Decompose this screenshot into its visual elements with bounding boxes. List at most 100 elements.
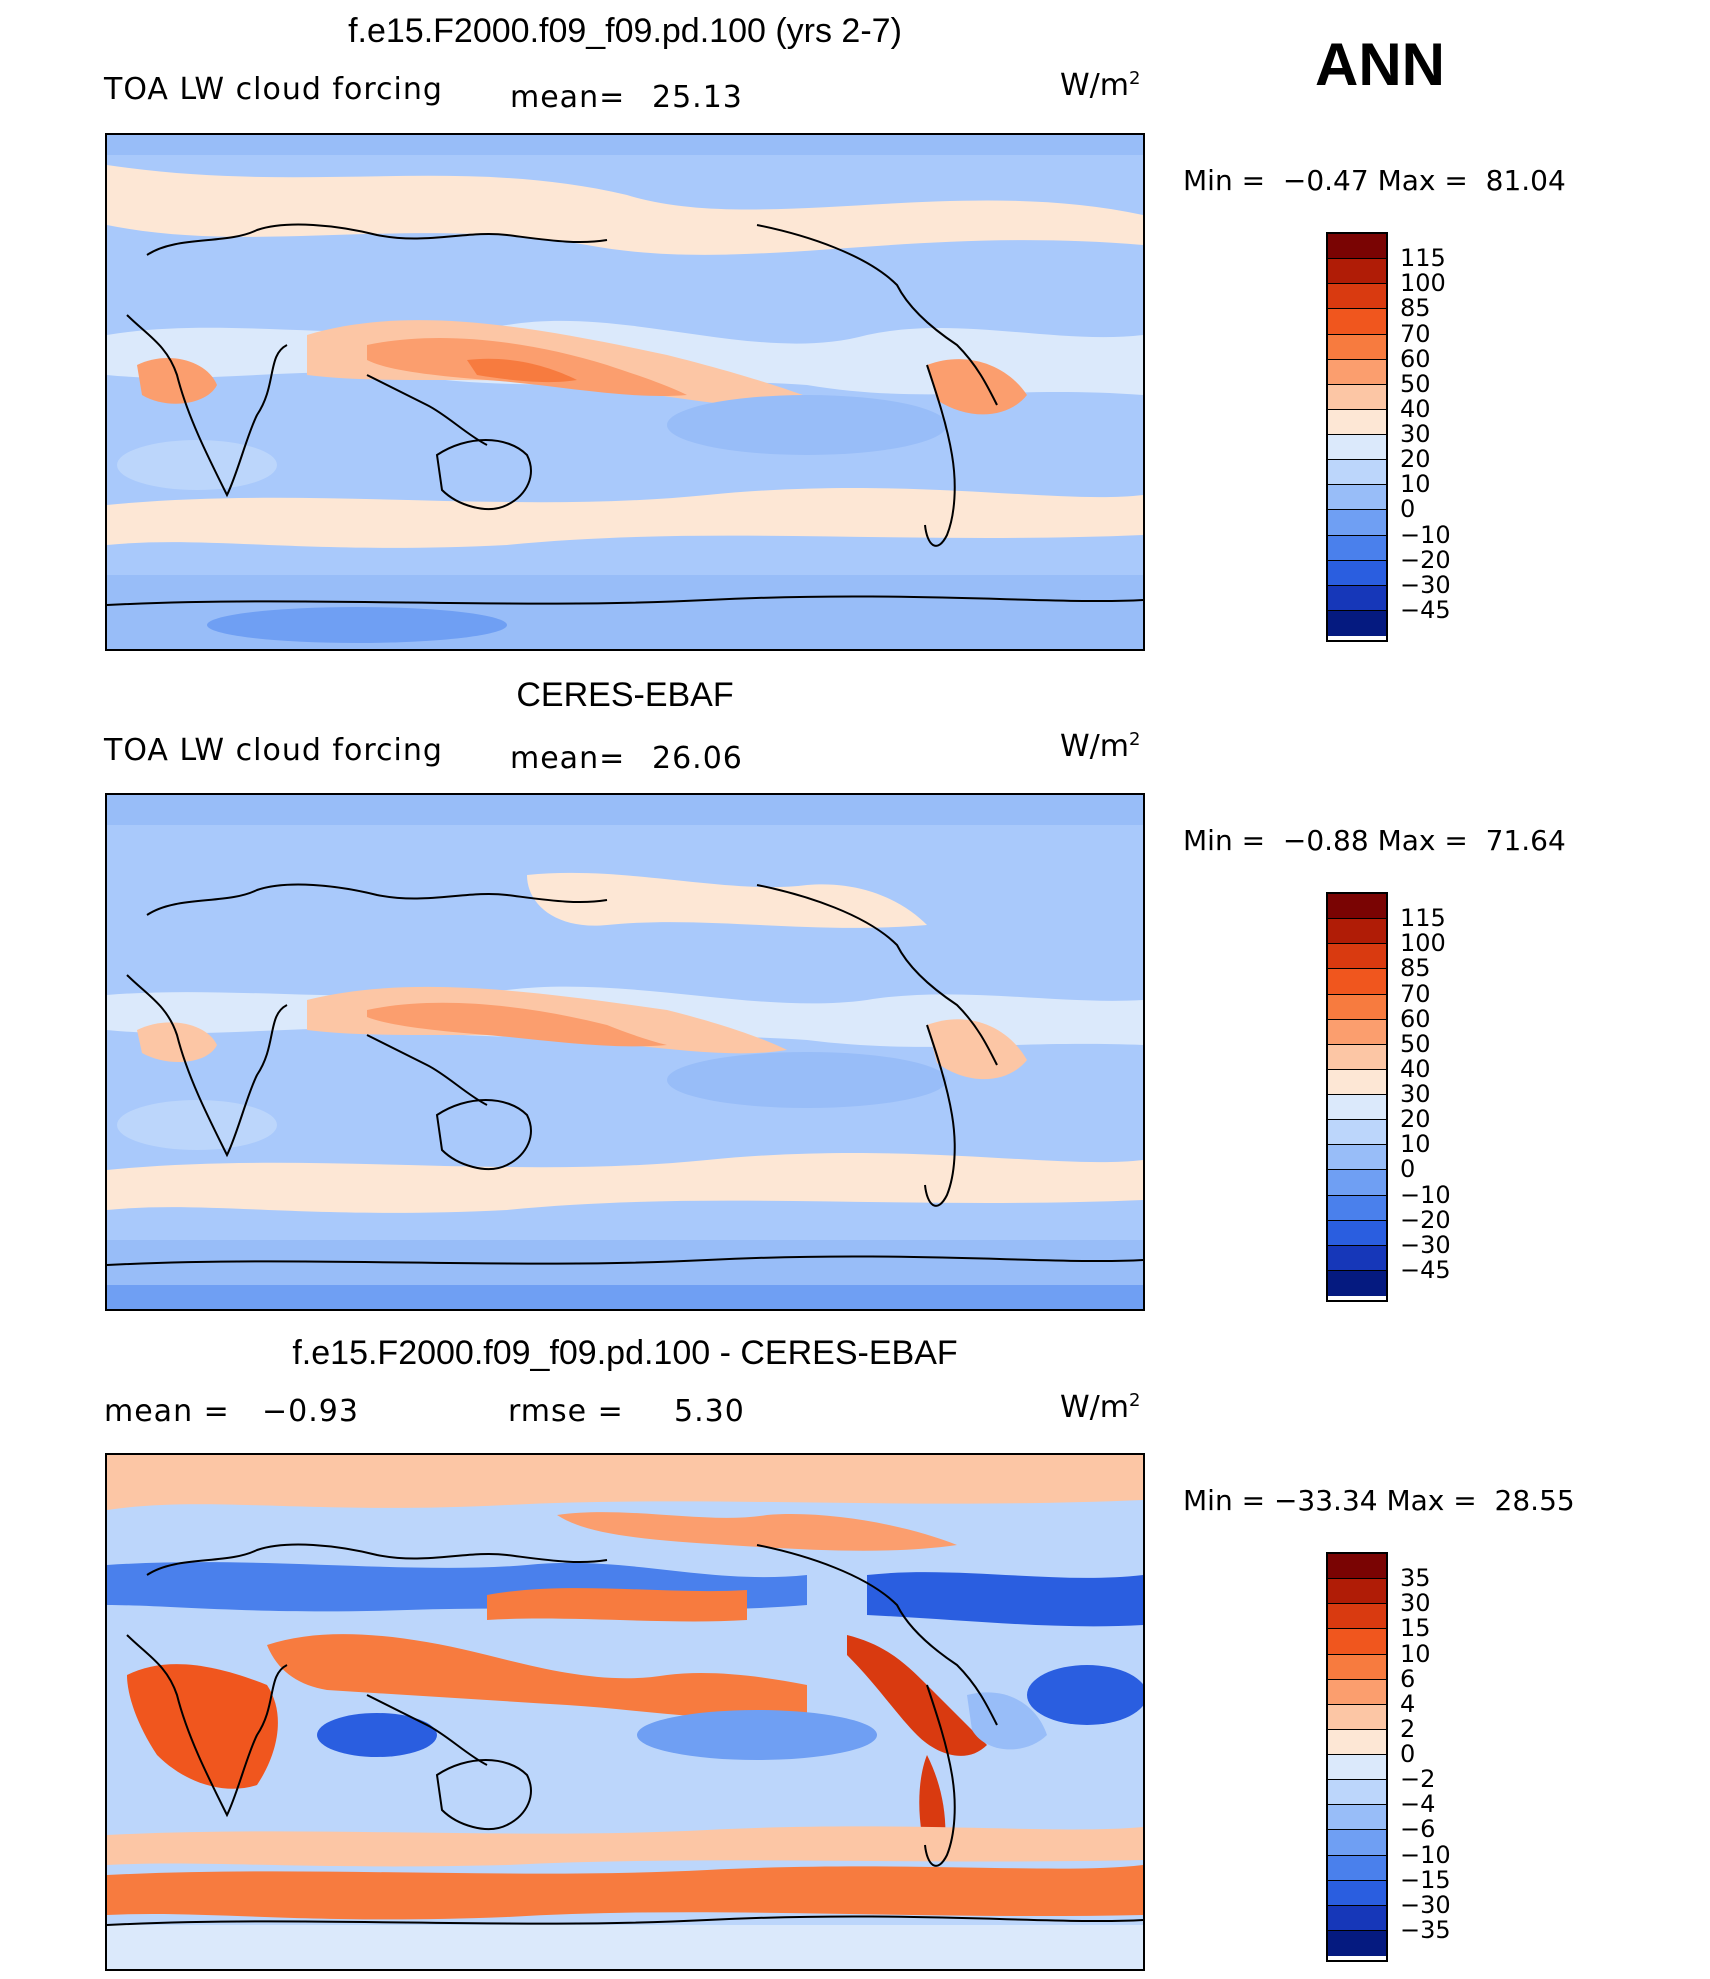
colorbar-swatch <box>1328 284 1386 310</box>
colorbar-swatch <box>1328 1805 1386 1831</box>
colorbar-tick-label: 10 <box>1400 470 1431 499</box>
colorbar-swatch <box>1328 1604 1386 1630</box>
colorbar-tick-label: 4 <box>1400 1689 1416 1718</box>
colorbar-tick-label: −2 <box>1400 1765 1436 1794</box>
colorbar-tick-label: −6 <box>1400 1815 1436 1844</box>
colorbar-swatch <box>1328 1654 1386 1680</box>
colorbar-swatch <box>1328 384 1386 410</box>
colorbar-swatch <box>1328 944 1386 970</box>
colorbar-tick-label: 85 <box>1400 954 1431 983</box>
map-model <box>105 133 1145 651</box>
colorbar-tick-label: 6 <box>1400 1664 1416 1693</box>
map-observation <box>105 793 1145 1311</box>
colorbar-tick-label: 85 <box>1400 294 1431 323</box>
panel-title: f.e15.F2000.f09_f09.pd.100 - CERES-EBAF <box>292 1334 958 1372</box>
colorbar-swatch <box>1328 1270 1386 1296</box>
units-label: W/m2 <box>1060 68 1141 103</box>
colorbar-swatch <box>1328 1679 1386 1705</box>
mean-label: mean= <box>510 741 626 776</box>
colorbar-swatch <box>1328 334 1386 360</box>
colorbar-tick-label: 40 <box>1400 394 1431 423</box>
mean-value: 26.06 <box>652 741 743 776</box>
colorbar-swatch <box>1328 1170 1386 1196</box>
colorbar-tick-label: −15 <box>1400 1865 1451 1894</box>
colorbar-tick-label: 115 <box>1400 244 1446 273</box>
colorbar-tick-label: 35 <box>1400 1564 1431 1593</box>
colorbar-tick-label: 10 <box>1400 1130 1431 1159</box>
colorbar-tick-label: 50 <box>1400 369 1431 398</box>
colorbar-swatch <box>1328 969 1386 995</box>
mean-label: mean= <box>510 80 626 115</box>
colorbar-tick-label: 60 <box>1400 1004 1431 1033</box>
colorbar-swatch <box>1328 1245 1386 1271</box>
colorbar-swatch <box>1328 585 1386 611</box>
colorbar-swatch <box>1328 1830 1386 1856</box>
colorbar-swatch <box>1328 1629 1386 1655</box>
colorbar-tick-label: −45 <box>1400 595 1451 624</box>
colorbar-tick-label: −30 <box>1400 1890 1451 1919</box>
colorbar-swatch <box>1328 1855 1386 1881</box>
contour-map <box>107 1455 1143 1969</box>
colorbar-swatch <box>1328 1729 1386 1755</box>
colorbar-swatch <box>1328 1069 1386 1095</box>
colorbar-swatch <box>1328 535 1386 561</box>
colorbar-tick-label: −10 <box>1400 1180 1451 1209</box>
colorbar-tick-label: −10 <box>1400 520 1451 549</box>
colorbar-tick-label: −4 <box>1400 1790 1436 1819</box>
colorbar-swatch <box>1328 1780 1386 1806</box>
colorbar-tick-label: −20 <box>1400 545 1451 574</box>
map-difference <box>105 1453 1145 1971</box>
colorbar-swatch <box>1328 610 1386 636</box>
colorbar-swatch <box>1328 1195 1386 1221</box>
colorbar-swatch <box>1328 560 1386 586</box>
colorbar-swatch <box>1328 1930 1386 1956</box>
colorbar-tick-label: 30 <box>1400 420 1431 448</box>
colorbar-tick-label: −20 <box>1400 1205 1451 1234</box>
colorbar-swatch <box>1328 234 1386 260</box>
min-max-readout: Min = −33.34 Max = 28.55 <box>1183 1484 1575 1517</box>
colorbar-tick-label: −45 <box>1400 1255 1451 1284</box>
mean-label: mean = <box>104 1394 230 1429</box>
colorbar-tick-label: 70 <box>1400 979 1431 1008</box>
rmse-label: rmse = <box>508 1394 624 1429</box>
panel-title: f.e15.F2000.f09_f09.pd.100 (yrs 2-7) <box>348 12 902 50</box>
colorbar-swatch <box>1328 1905 1386 1931</box>
colorbar-swatch <box>1328 359 1386 385</box>
colorbar-tick-label: −35 <box>1400 1915 1451 1944</box>
min-max-readout: Min = −0.47 Max = 81.04 <box>1183 164 1566 197</box>
colorbar-tick-label: 100 <box>1400 929 1446 958</box>
colorbar-swatch <box>1328 510 1386 536</box>
colorbar-swatch <box>1328 1019 1386 1045</box>
colorbar-swatch <box>1328 1220 1386 1246</box>
colorbar-swatch <box>1328 1880 1386 1906</box>
mean-value: −0.93 <box>262 1394 359 1429</box>
colorbar <box>1326 1552 1388 1962</box>
colorbar-swatch <box>1328 1145 1386 1171</box>
colorbar-swatch <box>1328 1044 1386 1070</box>
units-label: W/m2 <box>1060 1390 1141 1425</box>
colorbar-tick-label: 2 <box>1400 1714 1416 1743</box>
colorbar <box>1326 232 1388 642</box>
colorbar-swatch <box>1328 435 1386 461</box>
colorbar-tick-label: 115 <box>1400 904 1446 933</box>
colorbar-swatch <box>1328 994 1386 1020</box>
colorbar-swatch <box>1328 309 1386 335</box>
field-label: TOA LW cloud forcing <box>104 733 443 768</box>
season-label: ANN <box>1315 31 1445 98</box>
colorbar-swatch <box>1328 919 1386 945</box>
colorbar-swatch <box>1328 485 1386 511</box>
colorbar-swatch <box>1328 409 1386 435</box>
colorbar-tick-label: 30 <box>1400 1080 1431 1108</box>
panel-title: CERES-EBAF <box>516 676 734 714</box>
colorbar-tick-label: 100 <box>1400 269 1446 298</box>
colorbar-swatch <box>1328 894 1386 920</box>
colorbar-tick-label: 0 <box>1400 495 1416 524</box>
min-max-readout: Min = −0.88 Max = 71.64 <box>1183 824 1566 857</box>
colorbar-tick-label: 0 <box>1400 1155 1416 1184</box>
field-label: TOA LW cloud forcing <box>104 72 443 107</box>
colorbar-tick-label: −10 <box>1400 1840 1451 1869</box>
colorbar-tick-label: 10 <box>1400 1639 1431 1668</box>
colorbar-tick-label: 70 <box>1400 319 1431 348</box>
colorbar-tick-label: 30 <box>1400 1589 1431 1618</box>
colorbar-tick-label: 60 <box>1400 344 1431 373</box>
